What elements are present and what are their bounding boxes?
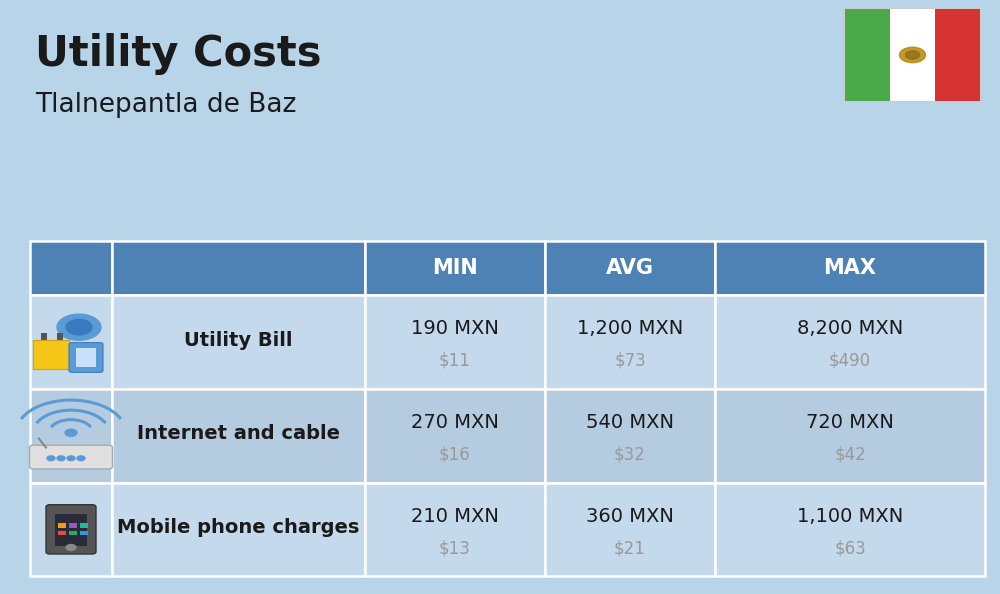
Bar xyxy=(76,348,96,367)
Bar xyxy=(41,333,47,340)
Bar xyxy=(545,482,715,576)
Bar xyxy=(715,389,985,482)
Bar xyxy=(30,295,112,389)
Circle shape xyxy=(57,456,65,461)
Text: Utility Costs: Utility Costs xyxy=(35,33,322,75)
Text: 1,200 MXN: 1,200 MXN xyxy=(577,320,683,339)
Text: $13: $13 xyxy=(439,539,471,557)
Circle shape xyxy=(65,429,77,436)
Text: $21: $21 xyxy=(614,539,646,557)
Text: $490: $490 xyxy=(829,352,871,370)
Bar xyxy=(112,482,365,576)
Bar xyxy=(890,9,935,101)
Text: MIN: MIN xyxy=(432,258,478,278)
Text: Internet and cable: Internet and cable xyxy=(137,424,340,443)
Bar xyxy=(30,241,112,295)
Circle shape xyxy=(77,456,85,461)
Text: Mobile phone charges: Mobile phone charges xyxy=(117,518,360,537)
Bar xyxy=(545,295,715,389)
Text: $42: $42 xyxy=(834,446,866,463)
Text: MAX: MAX xyxy=(824,258,876,278)
Bar xyxy=(80,523,88,527)
Bar xyxy=(55,514,87,546)
Text: 540 MXN: 540 MXN xyxy=(586,413,674,432)
Text: 1,100 MXN: 1,100 MXN xyxy=(797,507,903,526)
Bar xyxy=(58,523,66,527)
Text: Utility Bill: Utility Bill xyxy=(184,331,293,350)
Bar xyxy=(715,482,985,576)
Bar xyxy=(112,241,365,295)
Circle shape xyxy=(57,314,101,340)
Text: 270 MXN: 270 MXN xyxy=(411,413,499,432)
Text: $16: $16 xyxy=(439,446,471,463)
Text: 190 MXN: 190 MXN xyxy=(411,320,499,339)
Bar xyxy=(69,530,77,535)
Bar xyxy=(715,295,985,389)
Text: $63: $63 xyxy=(834,539,866,557)
Text: $73: $73 xyxy=(614,352,646,370)
Text: $11: $11 xyxy=(439,352,471,370)
Text: AVG: AVG xyxy=(606,258,654,278)
Bar xyxy=(365,482,545,576)
Text: 8,200 MXN: 8,200 MXN xyxy=(797,320,903,339)
Text: 210 MXN: 210 MXN xyxy=(411,507,499,526)
Text: 360 MXN: 360 MXN xyxy=(586,507,674,526)
Text: Tlalnepantla de Baz: Tlalnepantla de Baz xyxy=(35,92,296,118)
Text: 720 MXN: 720 MXN xyxy=(806,413,894,432)
Bar xyxy=(33,340,69,369)
Bar xyxy=(58,530,66,535)
Bar xyxy=(80,530,88,535)
FancyBboxPatch shape xyxy=(69,343,103,372)
Bar xyxy=(365,389,545,482)
Bar xyxy=(365,241,545,295)
Bar xyxy=(112,389,365,482)
Bar xyxy=(112,295,365,389)
Bar xyxy=(365,295,545,389)
Circle shape xyxy=(66,545,76,551)
FancyBboxPatch shape xyxy=(30,446,112,469)
FancyBboxPatch shape xyxy=(843,8,982,102)
Text: $32: $32 xyxy=(614,446,646,463)
Circle shape xyxy=(906,51,920,59)
Bar xyxy=(715,241,985,295)
FancyBboxPatch shape xyxy=(46,505,96,554)
Circle shape xyxy=(900,48,926,63)
Circle shape xyxy=(47,456,55,461)
Circle shape xyxy=(66,320,92,335)
Bar xyxy=(30,482,112,576)
Bar xyxy=(30,389,112,482)
Bar xyxy=(845,9,890,101)
Bar xyxy=(69,523,77,527)
Bar xyxy=(545,241,715,295)
Bar xyxy=(57,333,63,340)
Bar xyxy=(935,9,980,101)
Bar xyxy=(545,389,715,482)
Circle shape xyxy=(67,456,75,461)
